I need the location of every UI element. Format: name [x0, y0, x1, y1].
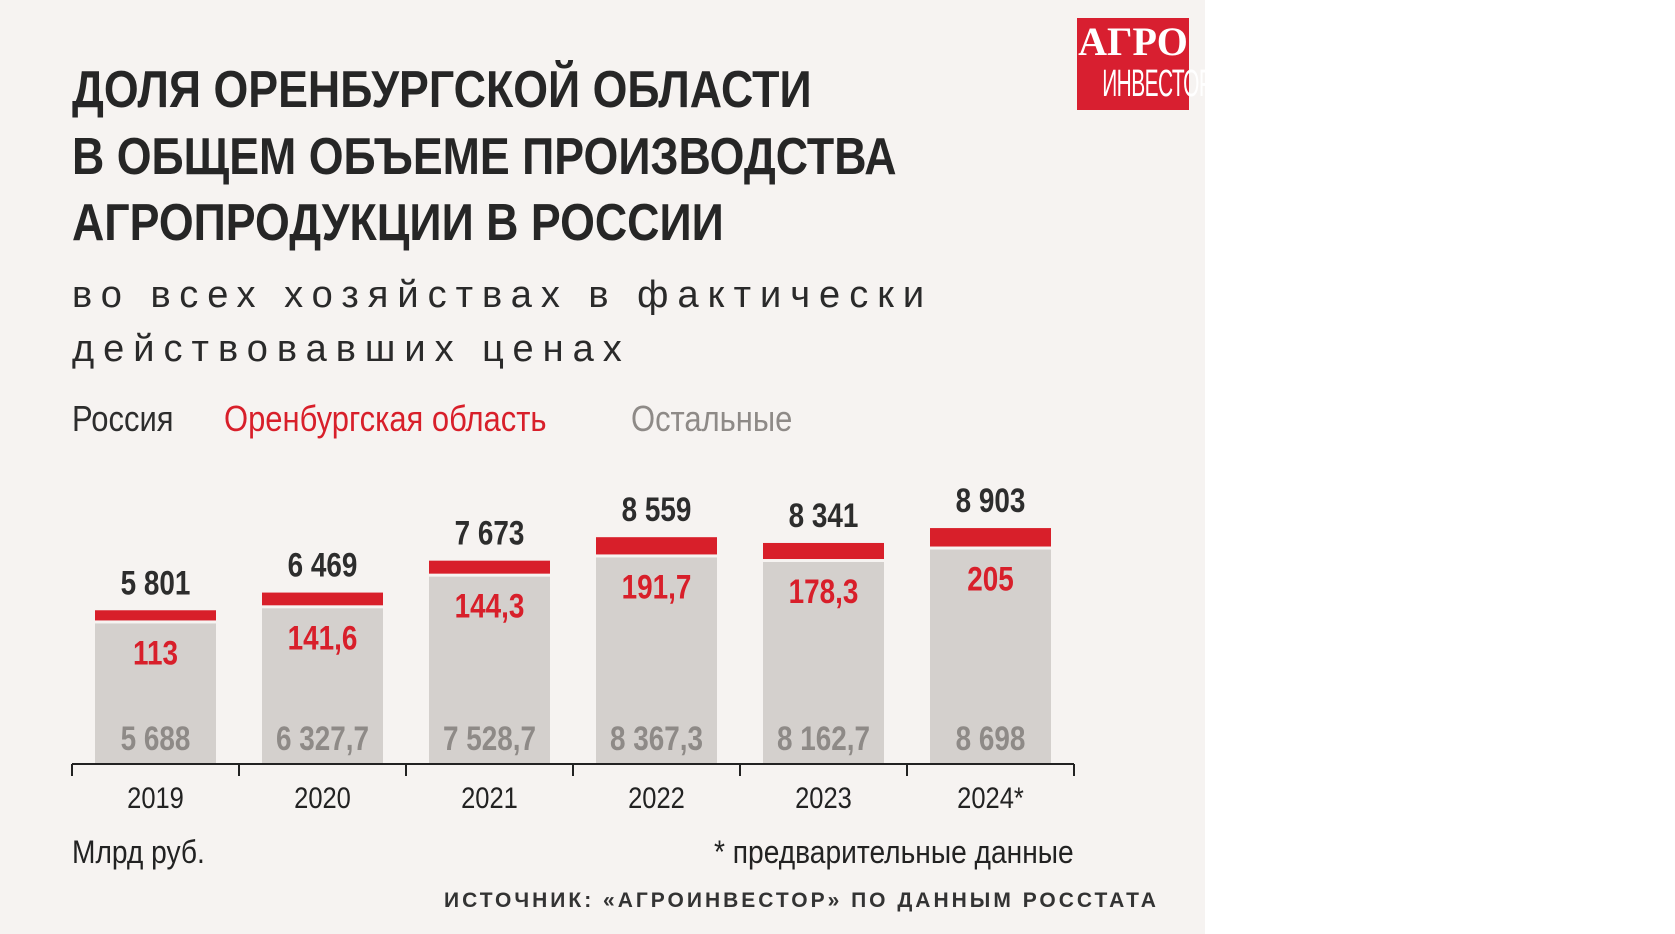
bar-orenburg-2022	[596, 537, 717, 555]
x-tick-label-2020: 2020	[294, 781, 351, 814]
label-total-2022: 8 559	[622, 491, 692, 529]
label-orenburg-2020: 141,6	[288, 619, 358, 657]
label-orenburg-2021: 144,3	[455, 587, 525, 625]
label-other-2020: 6 327,7	[276, 719, 369, 757]
bar-orenburg-2019	[95, 610, 216, 621]
x-tick-label-2022: 2022	[628, 781, 685, 814]
chart-title-line-2: В ОБЩЕМ ОБЪЕМЕ ПРОИЗВОДСТВА	[72, 128, 897, 186]
label-other-2023: 8 162,7	[777, 719, 870, 757]
label-orenburg-2019: 113	[133, 634, 178, 672]
x-tick-label-2021: 2021	[461, 781, 518, 814]
infographic-panel	[0, 0, 1205, 934]
bar-other-2021	[429, 576, 550, 764]
subtitle-line-1: во всех хозяйствах в фактически	[72, 274, 934, 316]
bar-orenburg-2024*	[930, 528, 1051, 547]
legend-orenburg: Оренбургская область	[224, 398, 547, 439]
bar-other-2020	[262, 608, 383, 764]
label-other-2021: 7 528,7	[443, 719, 536, 757]
logo-line-1: АГРО	[1078, 19, 1188, 64]
bar-other-2023	[763, 562, 884, 764]
bar-other-2019	[95, 623, 216, 764]
bar-orenburg-2023	[763, 542, 884, 560]
label-total-2019: 5 801	[121, 564, 191, 602]
bar-other-2024*	[930, 549, 1051, 764]
legend-other: Остальные	[631, 398, 793, 439]
label-orenburg-2022: 191,7	[622, 568, 692, 606]
label-total-2024*: 8 903	[956, 481, 1026, 519]
label-total-2020: 6 469	[288, 546, 358, 584]
x-tick-label-2024*: 2024*	[957, 781, 1024, 814]
bar-orenburg-2020	[262, 592, 383, 606]
bar-other-2022	[596, 557, 717, 764]
stacked-bar-chart: 5 801 113 5 688 2019 6 469 141,6 6 327,7 2020 7 …	[71, 481, 1075, 814]
source-note: ИСТОЧНИК: «АГРОИНВЕСТОР» ПО ДАННЫМ РОССТ…	[444, 889, 1159, 912]
chart-title-line-3: АГРОПРОДУКЦИИ В РОССИИ	[72, 194, 724, 252]
legend-russia: Россия	[72, 398, 174, 439]
label-total-2021: 7 673	[455, 514, 525, 552]
footnote: * предварительные данные	[714, 834, 1074, 870]
subtitle-line-2: действовавших ценах	[72, 328, 631, 370]
label-other-2019: 5 688	[121, 719, 191, 757]
x-tick-label-2019: 2019	[127, 781, 184, 814]
unit-label: Млрд руб.	[72, 834, 205, 870]
label-other-2024*: 8 698	[956, 719, 1026, 757]
label-orenburg-2023: 178,3	[789, 572, 859, 610]
label-orenburg-2024*: 205	[967, 560, 1014, 598]
bar-orenburg-2021	[429, 560, 550, 574]
label-other-2022: 8 367,3	[610, 719, 703, 757]
chart-title-line-1: ДОЛЯ ОРЕНБУРГСКОЙ ОБЛАСТИ	[72, 61, 812, 119]
label-total-2023: 8 341	[789, 496, 859, 534]
x-tick-label-2023: 2023	[795, 781, 852, 814]
